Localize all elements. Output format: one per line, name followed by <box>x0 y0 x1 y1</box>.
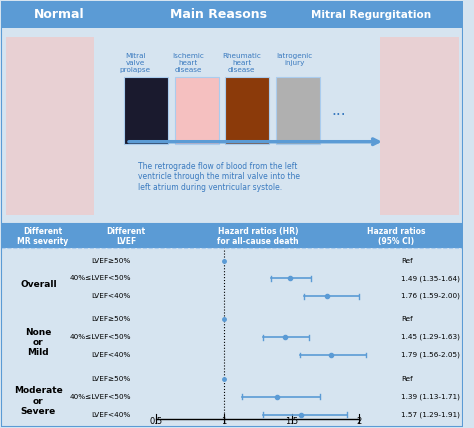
Text: Normal: Normal <box>34 8 84 21</box>
Text: 1.76 (1.59-2.00): 1.76 (1.59-2.00) <box>401 293 460 300</box>
Bar <box>174 77 219 144</box>
Text: Mitral Regurgitation: Mitral Regurgitation <box>311 10 431 20</box>
Text: LVEF<40%: LVEF<40% <box>91 412 131 418</box>
Text: 40%≤LVEF<50%: 40%≤LVEF<50% <box>69 334 131 340</box>
Text: 1.57 (1.29-1.91): 1.57 (1.29-1.91) <box>401 411 460 418</box>
Text: Main Reasons: Main Reasons <box>170 8 267 21</box>
Text: Moderate
or
Severe: Moderate or Severe <box>14 386 63 416</box>
Text: 1.79 (1.56-2.05): 1.79 (1.56-2.05) <box>401 352 460 358</box>
Bar <box>6 37 94 215</box>
Bar <box>276 77 320 144</box>
Text: LVEF≥50%: LVEF≥50% <box>91 258 131 264</box>
Text: 2: 2 <box>357 416 362 425</box>
Text: Hazard ratios (HR)
for all-cause death: Hazard ratios (HR) for all-cause death <box>217 226 299 246</box>
Text: None
or
Mild: None or Mild <box>25 328 52 357</box>
Text: Mitral
valve
prolapse: Mitral valve prolapse <box>120 53 151 73</box>
Text: 0.5: 0.5 <box>150 416 163 425</box>
Text: Ischemic
heart
disease: Ischemic heart disease <box>173 53 204 73</box>
Text: The retrograde flow of blood from the left
ventricle through the mitral valve in: The retrograde flow of blood from the le… <box>137 162 300 192</box>
Bar <box>1 224 463 248</box>
Text: 40%≤LVEF<50%: 40%≤LVEF<50% <box>69 275 131 281</box>
Text: Ref: Ref <box>401 316 412 322</box>
Text: 1.39 (1.13-1.71): 1.39 (1.13-1.71) <box>401 394 460 400</box>
Text: Different
MR severity: Different MR severity <box>18 226 69 246</box>
Text: Ref: Ref <box>401 376 412 382</box>
Text: ...: ... <box>332 103 346 118</box>
Text: 1.45 (1.29-1.63): 1.45 (1.29-1.63) <box>401 334 460 340</box>
Bar <box>124 77 168 144</box>
Text: Iatrogenic
injury: Iatrogenic injury <box>277 53 313 65</box>
Text: LVEF≥50%: LVEF≥50% <box>91 376 131 382</box>
Bar <box>226 77 269 144</box>
Text: Hazard ratios
(95% CI): Hazard ratios (95% CI) <box>367 226 426 246</box>
Text: Overall: Overall <box>20 280 57 289</box>
Text: Different
LVEF: Different LVEF <box>107 226 146 246</box>
Text: LVEF<40%: LVEF<40% <box>91 293 131 299</box>
Text: Ref: Ref <box>401 258 412 264</box>
Text: 40%≤LVEF<50%: 40%≤LVEF<50% <box>69 394 131 400</box>
Text: 1.49 (1.35-1.64): 1.49 (1.35-1.64) <box>401 275 460 282</box>
Text: Rheumatic
heart
disease: Rheumatic heart disease <box>222 53 261 73</box>
Text: LVEF<40%: LVEF<40% <box>91 352 131 358</box>
Text: 1.5: 1.5 <box>285 416 298 425</box>
Text: LVEF≥50%: LVEF≥50% <box>91 316 131 322</box>
Bar <box>1 1 463 28</box>
Text: 1: 1 <box>221 416 227 425</box>
Bar <box>380 37 459 215</box>
